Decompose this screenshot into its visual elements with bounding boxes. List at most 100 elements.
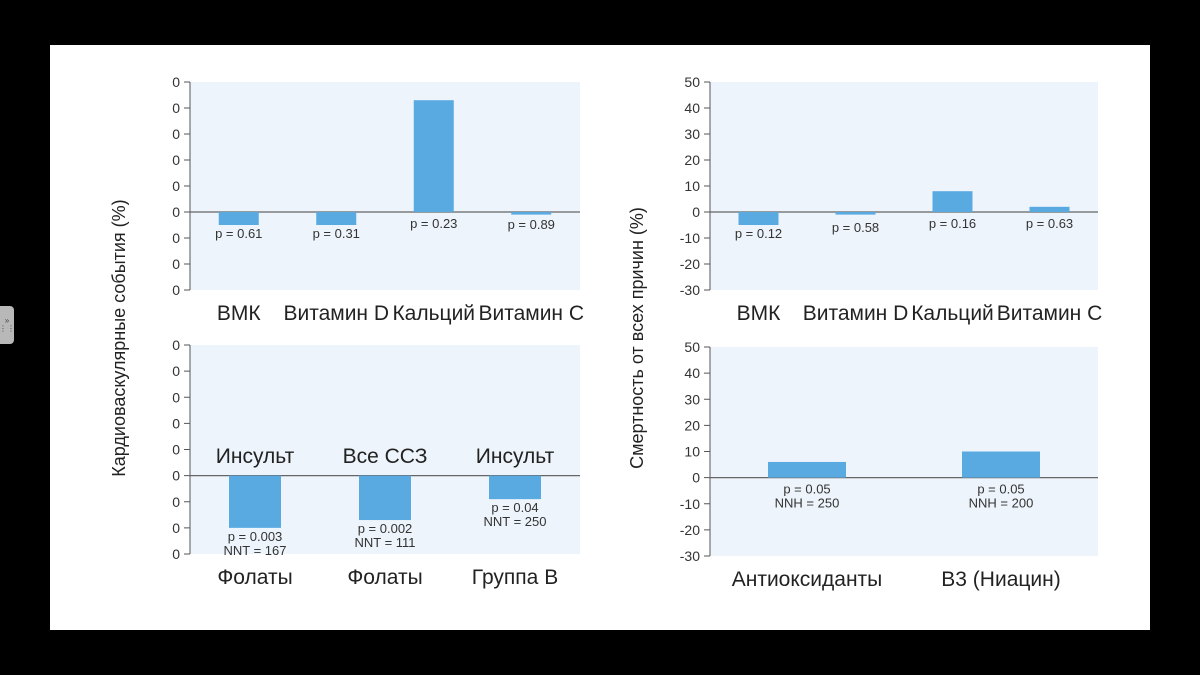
y-tick-label: 0	[172, 178, 180, 194]
y-tick-label: -20	[680, 256, 700, 272]
annotation-line: p = 0.05	[783, 482, 830, 497]
bar	[962, 451, 1040, 478]
y-tick-label: 0	[692, 204, 700, 220]
chart-panel-bottom-left: 0 0 0 0 0 0 0 0 0 p = 0.003 NNT = 167 Фолаты Инсульт…	[172, 337, 580, 589]
bar	[511, 212, 552, 215]
annotation-line: p = 0.002	[358, 521, 413, 536]
y-tick-label: 0	[172, 442, 180, 458]
bar	[218, 212, 259, 225]
category-label: Кальций	[911, 302, 994, 325]
y-tick-label: 0	[172, 100, 180, 116]
category-label: Витамин D	[803, 302, 909, 325]
bar-top-label: Инсульт	[216, 445, 295, 468]
annotation-line: NNH = 250	[775, 496, 840, 511]
bar	[229, 475, 281, 528]
y-tick-label: 40	[684, 365, 700, 381]
annotation-line: p = 0.61	[215, 226, 262, 241]
y-tick-label: 40	[684, 100, 700, 116]
plot-background	[710, 82, 1098, 290]
y-tick-label: 0	[172, 363, 180, 379]
y-tick-label: 20	[684, 417, 700, 433]
grid-dots-icon: ⋮⋮	[0, 324, 15, 333]
category-label: Кальций	[392, 302, 475, 325]
annotation-line: p = 0.05	[977, 482, 1024, 497]
y-tick-label: 10	[684, 444, 700, 460]
y-tick-label: 50	[684, 74, 700, 90]
charts-figure: Кардиоваскулярные события (%) Смертность…	[109, 74, 1103, 591]
y-tick-label: 30	[684, 126, 700, 142]
y-tick-label: 0	[172, 74, 180, 90]
bar	[738, 212, 779, 225]
y-tick-label: -30	[680, 548, 700, 564]
bar-top-label: Все ССЗ	[343, 445, 428, 468]
bar-annotation: p = 0.04 NNT = 250	[484, 500, 547, 529]
drag-handle-icon: »	[4, 316, 10, 325]
y-tick-label: 30	[684, 391, 700, 407]
y-tick-label: 0	[172, 520, 180, 536]
y-tick-label: 0	[172, 282, 180, 298]
annotation-line: p = 0.89	[508, 217, 555, 232]
bar-annotation: p = 0.58	[832, 220, 879, 235]
y-tick-label: 0	[692, 470, 700, 486]
y-tick-label: -20	[680, 522, 700, 538]
bar	[489, 475, 541, 500]
y-tick-label: 0	[172, 126, 180, 142]
left-y-axis-label: Кардиоваскулярные события (%)	[109, 199, 129, 476]
annotation-line: p = 0.003	[228, 529, 283, 544]
annotation-line: p = 0.12	[735, 226, 782, 241]
annotation-line: p = 0.63	[1026, 216, 1073, 231]
y-tick-label: -10	[680, 230, 700, 246]
bar-annotation: p = 0.12	[735, 226, 782, 241]
bar-annotation: p = 0.63	[1026, 216, 1073, 231]
category-label: Фолаты	[217, 566, 292, 589]
bar-annotation: p = 0.05 NNH = 250	[775, 482, 840, 511]
y-tick-label: 0	[172, 468, 180, 484]
bar-annotation: p = 0.05 NNH = 200	[969, 482, 1034, 511]
right-y-axis-label: Смертность от всех причин (%)	[627, 207, 647, 469]
category-label: Фолаты	[347, 566, 422, 589]
y-tick-label: 50	[684, 339, 700, 355]
bar	[316, 212, 357, 225]
bar	[768, 461, 846, 478]
y-tick-label: 0	[172, 494, 180, 510]
y-tick-label: 0	[172, 337, 180, 353]
y-tick-label: 0	[172, 152, 180, 168]
chart-panel-top-right: 50 40 30 20 10 0 -10 -20 -30 p = 0.12 ВМК p = 0.58 В…	[680, 74, 1103, 325]
y-tick-label: -10	[680, 496, 700, 512]
annotation-line: p = 0.04	[491, 500, 538, 515]
side-panel-handle[interactable]: » ⋮⋮	[0, 306, 15, 344]
y-tick-label: 0	[172, 389, 180, 405]
bar	[359, 475, 411, 521]
annotation-line: NNT = 167	[224, 543, 287, 558]
category-label: ВМК	[737, 302, 782, 325]
chart-panel-top-left: 0 0 0 0 0 0 0 0 0 p = 0.61 ВМК p = 0.31 Витамин D p =…	[172, 74, 584, 325]
y-tick-label: 20	[684, 152, 700, 168]
category-label: Антиоксиданты	[732, 568, 883, 591]
y-tick-label: 0	[172, 415, 180, 431]
slide: Кардиоваскулярные события (%) Смертность…	[50, 45, 1150, 630]
plot-background	[190, 82, 580, 290]
annotation-line: NNT = 250	[484, 514, 547, 529]
annotation-line: NNH = 200	[969, 496, 1034, 511]
bar-annotation: p = 0.003 NNT = 167	[224, 529, 287, 558]
bar	[932, 191, 973, 212]
annotation-line: p = 0.58	[832, 220, 879, 235]
bar-top-label: Инсульт	[476, 445, 555, 468]
y-tick-label: 0	[172, 546, 180, 562]
bar	[1029, 206, 1070, 212]
category-label: Группа В	[472, 566, 558, 589]
bar-annotation: p = 0.31	[313, 226, 360, 241]
y-tick-label: 0	[172, 256, 180, 272]
bar-annotation: p = 0.23	[410, 216, 457, 231]
category-label: Витамин С	[997, 302, 1103, 325]
bar	[413, 100, 454, 212]
bar-annotation: p = 0.89	[508, 217, 555, 232]
annotation-line: p = 0.23	[410, 216, 457, 231]
category-label: В3 (Ниацин)	[941, 568, 1060, 591]
bar	[835, 212, 876, 215]
bar-annotation: p = 0.16	[929, 216, 976, 231]
y-tick-label: 0	[172, 204, 180, 220]
annotation-line: p = 0.16	[929, 216, 976, 231]
category-label: Витамин С	[478, 302, 584, 325]
